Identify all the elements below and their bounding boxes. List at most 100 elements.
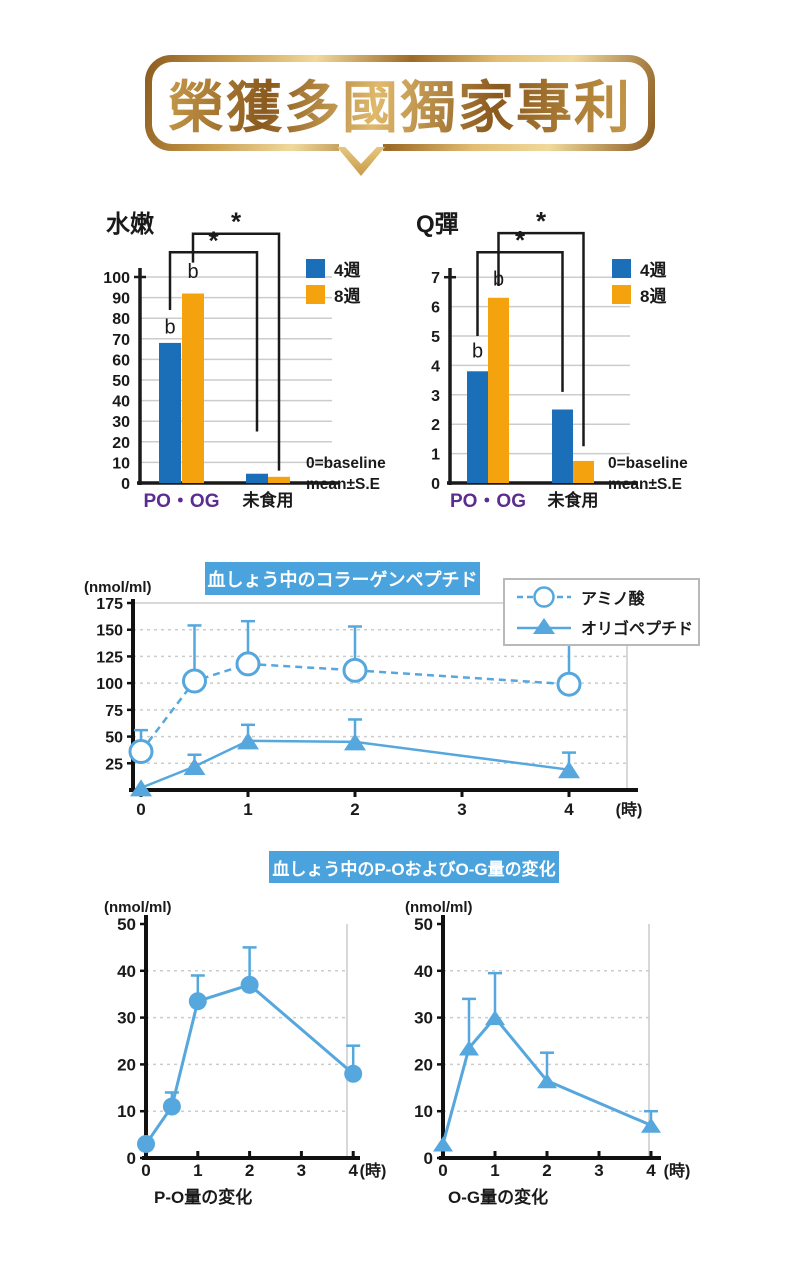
significance-bracket [476, 250, 564, 392]
chart-text: 1 [431, 447, 440, 464]
legend-item-amino-acid: アミノ酸 [515, 583, 698, 611]
line-legend-box: アミノ酸 オリゴペプチド [503, 578, 700, 646]
chart-text: 100 [103, 270, 130, 287]
data-point [182, 668, 207, 694]
chart-text: 0 [424, 1149, 433, 1168]
chart-text: 0 [136, 800, 145, 819]
significance-bracket [168, 251, 259, 432]
og-line-chart: 0 10 20 30 40 50 0 1 2 3 4 (時) (nmol/ml) O-G量の変化 [405, 899, 691, 1207]
chart-text: 3 [594, 1161, 603, 1180]
legend-swatch-4weeks [612, 259, 631, 278]
chart-text: 20 [414, 1055, 433, 1074]
bar-chart-suinen: 0 10 20 30 40 50 60 70 80 90 100 * * b b PO・OG 未食用 0=base… [103, 207, 386, 512]
chart-text: 175 [96, 596, 123, 613]
chart-text: 150 [96, 623, 123, 640]
chart-text: 1 [193, 1161, 202, 1180]
chart-text: b [472, 341, 483, 363]
chart-text: 0 [121, 476, 130, 493]
bar-8週-未食用 [268, 476, 290, 483]
bar-4週-PO・OG [159, 342, 181, 483]
data-point [240, 975, 259, 994]
data-point [344, 1064, 363, 1083]
data-point [162, 1097, 181, 1116]
data-point [128, 739, 154, 765]
oligopeptide-triangle-marker-icon [517, 618, 571, 634]
legend-label-4weeks: 4週 [640, 261, 667, 280]
legend-item-4weeks: 4週 [612, 259, 667, 280]
chart-text: * [231, 207, 242, 237]
chart-text: PO・OG [450, 491, 526, 512]
chart-title-suinen: 水嫩 [106, 211, 154, 238]
bar-8週-未食用 [573, 460, 594, 483]
chart-text: 2 [431, 417, 440, 434]
chart-text: 100 [96, 676, 123, 693]
chart-text: 30 [414, 1009, 433, 1028]
chart-text: 0=baseline [608, 455, 688, 472]
chart-text: b [493, 269, 504, 291]
chart-text: 2 [542, 1161, 551, 1180]
chart-text: P-O量の変化 [154, 1187, 252, 1207]
chart-text: 4 [431, 358, 440, 375]
banner-tail-chevron-icon [337, 147, 385, 176]
chart-text: 40 [112, 394, 130, 411]
chart-text: 0=baseline [306, 455, 386, 472]
chart-text: 4 [348, 1161, 358, 1180]
chart-text: 4 [646, 1161, 656, 1180]
chart-text: 1 [490, 1161, 499, 1180]
chart-text: 80 [112, 311, 130, 328]
chart-text: 50 [117, 915, 136, 934]
data-point [537, 1073, 557, 1089]
chart-text: b [187, 261, 198, 283]
amino-acid-dashed-circle-marker-icon [517, 586, 571, 608]
chart-text: (nmol/ml) [84, 579, 152, 596]
data-point [459, 1040, 479, 1056]
legend-suinen: 4週 8週 [306, 259, 361, 306]
chart-text: (nmol/ml) [405, 899, 473, 916]
chart-text: 25 [105, 756, 123, 773]
bar-4週-PO・OG [467, 371, 488, 483]
chart-text: b [164, 316, 175, 338]
data-point [558, 761, 580, 779]
chart-text: 125 [96, 649, 123, 666]
chart-text: 1 [243, 800, 252, 819]
chart-text: 30 [117, 1009, 136, 1028]
chart-text: 10 [112, 455, 130, 472]
legend-swatch-8weeks [612, 285, 631, 304]
bar-8週-PO・OG [182, 293, 204, 483]
section-badge-collagen: 血しょう中のコラーゲンペプチド [205, 562, 480, 595]
chart-text: 4 [564, 800, 574, 819]
data-point [641, 1117, 661, 1133]
chart-text: 50 [105, 730, 123, 747]
patent-banner-inner: 榮獲多國獨家專利 [152, 62, 648, 144]
collagen-line-chart: 25 50 75 100 125 150 175 0 1 2 3 4 (時) (nmol/ml) [84, 579, 642, 819]
legend-label-oligopeptide: オリゴペプチド [581, 621, 694, 638]
chart-text: * [515, 225, 526, 255]
chart-text: (時) [664, 1161, 691, 1180]
chart-text: 20 [117, 1055, 136, 1074]
chart-text: 2 [350, 800, 359, 819]
chart-text: 90 [112, 291, 130, 308]
legend-qdan: 4週 8週 [612, 259, 667, 306]
significance-bracket [497, 231, 585, 447]
chart-text: 50 [112, 373, 130, 390]
chart-text: (時) [360, 1161, 387, 1180]
data-point [237, 732, 259, 750]
legend-label-amino-acid: アミノ酸 [581, 591, 645, 608]
chart-text: (nmol/ml) [104, 899, 172, 916]
legend-label-8weeks: 8週 [334, 287, 361, 306]
chart-text: 75 [105, 703, 123, 720]
legend-label-8weeks: 8週 [640, 287, 667, 306]
chart-text: 10 [414, 1102, 433, 1121]
data-point [342, 657, 368, 683]
chart-text: 40 [117, 962, 136, 981]
data-point [433, 1136, 453, 1152]
chart-text: 0 [127, 1149, 136, 1168]
chart-text: 未食用 [547, 490, 599, 510]
legend-item-oligopeptide: オリゴペプチド [515, 613, 698, 641]
chart-text: 未食用 [242, 490, 294, 510]
legend-label-4weeks: 4週 [334, 261, 361, 280]
legend-item-8weeks: 8週 [306, 285, 361, 306]
section-badge-po-og: 血しょう中のP-OおよびO-G量の変化 [269, 851, 559, 883]
data-point [137, 1134, 155, 1153]
data-point [344, 733, 366, 751]
